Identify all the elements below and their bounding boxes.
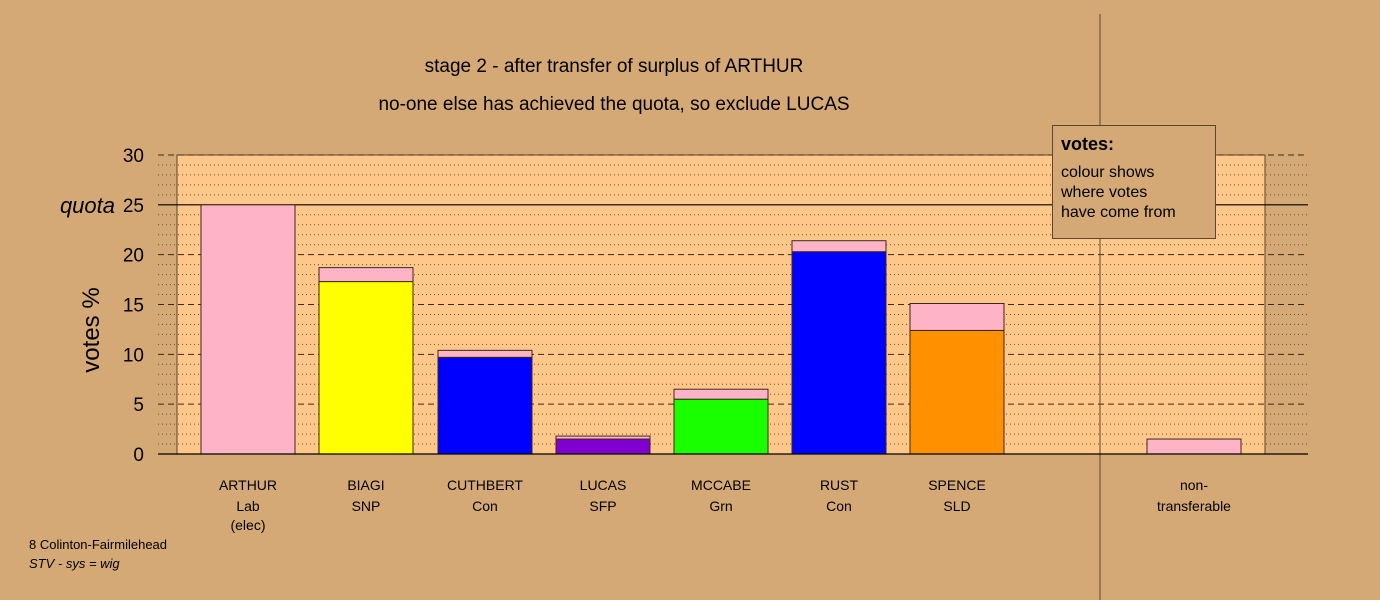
category-label-note: (elec) xyxy=(230,517,265,533)
bar-nontransferable xyxy=(1146,438,1242,455)
category-label-nontransferable-2: transferable xyxy=(1157,498,1231,514)
bar-arthur-own xyxy=(200,204,296,455)
bar-cuthbert-transferred xyxy=(437,349,533,358)
category-label-party: SNP xyxy=(352,498,381,514)
bar-biagi-own xyxy=(318,281,414,455)
category-label-party: Con xyxy=(472,498,498,514)
y-tick-label: 25 xyxy=(123,196,144,217)
voting-system: STV - sys = wig xyxy=(29,556,120,571)
bars xyxy=(200,204,1242,455)
bar-spence-own xyxy=(909,329,1005,455)
legend-line-3: have come from xyxy=(1061,204,1176,221)
category-label-name: ARTHUR xyxy=(219,477,277,493)
chart-title: stage 2 - after transfer of surplus of A… xyxy=(425,56,804,77)
legend-title: votes: xyxy=(1061,134,1115,154)
bar-cuthbert-own xyxy=(437,356,533,455)
category-label-party: Lab xyxy=(236,498,260,514)
y-tick-label: 20 xyxy=(123,246,144,267)
category-label-name: MCCABE xyxy=(691,477,751,493)
bar-mccabe-transferred xyxy=(673,388,769,400)
legend: votes: colour shows where votes have com… xyxy=(1052,125,1216,239)
chart-subtitle: no-one else has achieved the quota, so e… xyxy=(378,94,849,115)
category-label-name: LUCAS xyxy=(580,477,627,493)
quota-label: quota xyxy=(60,193,115,218)
category-label-name: RUST xyxy=(820,477,859,493)
y-tick-label: 10 xyxy=(123,345,144,366)
bar-spence-transferred xyxy=(909,303,1005,331)
category-label-name: CUTHBERT xyxy=(447,477,523,493)
category-label-name: SPENCE xyxy=(928,477,986,493)
y-tick-label: 15 xyxy=(123,296,144,317)
category-label-party: SLD xyxy=(943,498,970,514)
category-labels: ARTHUR Lab (elec) BIAGI SNP CUTHBERT Con LUCAS S… xyxy=(219,477,1231,533)
bar-mccabe-own xyxy=(673,398,769,455)
bar-rust-own xyxy=(791,251,887,455)
bar-rust-transferred xyxy=(791,240,887,253)
category-label-party: Con xyxy=(826,498,852,514)
category-label-nontransferable-1: non- xyxy=(1180,477,1208,493)
y-axis-label: votes % xyxy=(78,287,105,372)
ward-name: 8 Colinton-Fairmilehead xyxy=(29,537,168,552)
category-label-party: Grn xyxy=(709,498,732,514)
bar-lucas-own xyxy=(555,438,651,455)
bar-lucas-transferred xyxy=(555,435,651,440)
bar-biagi-transferred xyxy=(318,267,414,283)
y-tick-label: 30 xyxy=(123,146,144,167)
legend-line-2: where votes xyxy=(1061,184,1148,201)
category-label-name: BIAGI xyxy=(347,477,384,493)
category-label-party: SFP xyxy=(589,498,616,514)
y-tick-label: 5 xyxy=(133,395,144,416)
legend-line-1: colour shows xyxy=(1061,164,1155,181)
y-axis: 0 5 10 15 20 25 30 xyxy=(123,146,1308,466)
y-tick-label: 0 xyxy=(133,445,144,466)
